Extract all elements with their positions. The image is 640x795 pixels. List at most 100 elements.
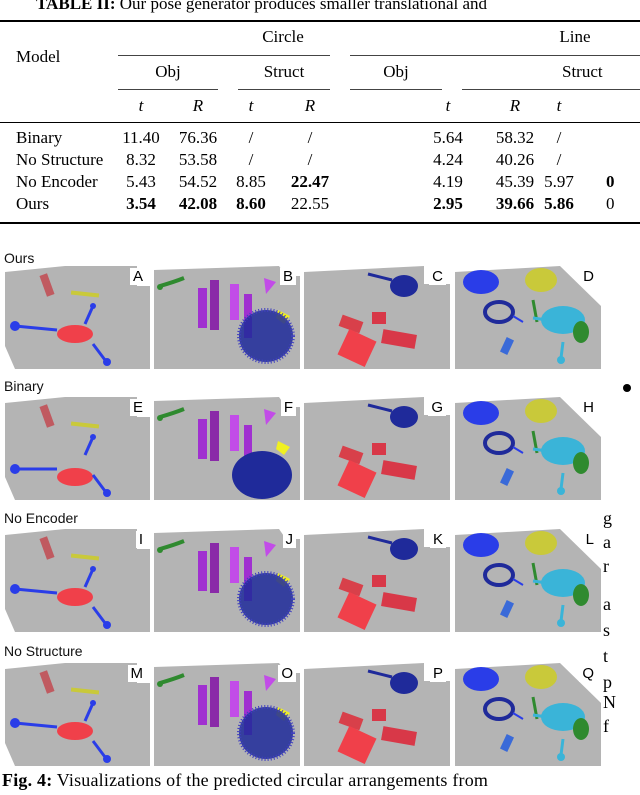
table-cell: 5.97 xyxy=(544,172,574,191)
table-mid-rule xyxy=(0,122,640,123)
table-cell: 0 xyxy=(606,172,615,191)
side-column-fragment: g xyxy=(603,508,612,528)
line-cmidrule xyxy=(350,55,640,56)
panel-letter: G xyxy=(428,399,446,416)
figure-panel-j: J xyxy=(154,529,300,632)
table-cell: 0 xyxy=(606,194,615,213)
figure-panel-m: M xyxy=(5,663,150,766)
circle-struct-cmidrule xyxy=(238,89,330,90)
side-column-fragment: a xyxy=(603,532,611,552)
panel-letter: H xyxy=(580,399,597,416)
side-column-fragment: s xyxy=(603,620,611,640)
table-cell: / xyxy=(248,128,254,147)
table-cell: / xyxy=(307,150,313,169)
table-cell: 8.60 xyxy=(236,194,266,213)
panel-letter: E xyxy=(129,399,146,416)
table-row-model: Ours xyxy=(16,194,50,213)
line-obj-cmidrule xyxy=(350,89,442,90)
table-row-model: No Structure xyxy=(16,150,104,169)
side-column-fragment: f xyxy=(603,716,609,736)
panel-letter: Q xyxy=(579,665,597,682)
figure-row-label: No Structure xyxy=(4,643,83,659)
table-cell: 45.39 xyxy=(495,172,535,191)
panel-letter: A xyxy=(129,268,146,285)
panel-letter: B xyxy=(279,268,296,285)
panel-letter: K xyxy=(429,531,446,548)
subgroup-line-obj: Obj xyxy=(383,62,409,81)
figure-caption-label: Fig. 4: xyxy=(2,770,53,790)
table-cell: 5.43 xyxy=(126,172,156,191)
table-cell: 53.58 xyxy=(178,150,218,169)
table-cell: 2.95 xyxy=(433,194,463,213)
table-caption-text: Our pose generator produces smaller tran… xyxy=(115,0,488,13)
figure-panel-a: A xyxy=(5,266,150,369)
table-cell: 54.52 xyxy=(178,172,218,191)
panel-letter: C xyxy=(429,268,446,285)
figure-row-label: Binary xyxy=(4,378,44,394)
table-cell: 3.54 xyxy=(126,194,156,213)
table-cell: 4.19 xyxy=(433,172,463,191)
group-header-line: Line xyxy=(559,27,591,46)
metric-header: R xyxy=(509,96,521,115)
side-column-fragment: r xyxy=(603,556,609,576)
side-column-fragment: t xyxy=(603,646,609,666)
figure-panel-c: C xyxy=(304,266,450,369)
table-cell: 76.36 xyxy=(178,128,218,147)
figure-panel-b: B xyxy=(154,266,300,369)
subgroup-line-struct: Struct xyxy=(562,62,603,81)
subgroup-circle-struct: Struct xyxy=(263,62,305,81)
table-cell: / xyxy=(556,128,562,147)
table-cell: 8.85 xyxy=(236,172,266,191)
bullet-point xyxy=(623,384,631,392)
panel-letter: O xyxy=(278,665,296,682)
figure-panel-p: P xyxy=(304,663,450,766)
figure-panel-d: D xyxy=(455,266,601,369)
metric-header: t xyxy=(445,96,451,115)
table-cell: 40.26 xyxy=(495,150,535,169)
figure-panel-f: F xyxy=(154,397,300,500)
metric-header: R xyxy=(304,96,316,115)
panel-letter: J xyxy=(282,531,296,548)
model-header: Model xyxy=(16,47,61,66)
panel-letter: F xyxy=(280,399,296,416)
panel-letter: I xyxy=(135,531,146,548)
table-cell: 22.55 xyxy=(290,194,330,213)
table-row-model: No Encoder xyxy=(16,172,98,191)
figure-row-label: Ours xyxy=(4,250,35,266)
metric-header: t xyxy=(248,96,254,115)
group-header-circle: Circle xyxy=(262,27,304,46)
table-cell: / xyxy=(307,128,313,147)
table-top-rule xyxy=(0,20,640,22)
subgroup-circle-obj: Obj xyxy=(155,62,181,81)
table-row-model: Binary xyxy=(16,128,63,147)
figure-panel-l: L xyxy=(455,529,601,632)
panel-letter: D xyxy=(580,268,597,285)
table-cell: 4.24 xyxy=(433,150,463,169)
metric-header: t xyxy=(138,96,144,115)
panel-letter: P xyxy=(429,665,446,682)
figure-panel-o: O xyxy=(154,663,300,766)
table-caption-label: TABLE II: xyxy=(36,0,116,13)
side-column-fragment: p xyxy=(603,672,612,692)
table-cell: 5.86 xyxy=(544,194,574,213)
figure-panel-g: G xyxy=(304,397,450,500)
figure-row-label: No Encoder xyxy=(4,510,78,526)
table-cell: 42.08 xyxy=(178,194,218,213)
figure-panel-h: H xyxy=(455,397,601,500)
table-cell: 8.32 xyxy=(126,150,156,169)
side-column-fragment: N xyxy=(603,692,616,712)
circle-cmidrule xyxy=(118,55,330,56)
table-bottom-rule xyxy=(0,222,640,224)
table-caption: TABLE II: Our pose generator produces sm… xyxy=(36,0,487,14)
metric-header: t xyxy=(556,96,562,115)
table-cell: 39.66 xyxy=(495,194,535,213)
side-column-fragment: a xyxy=(603,594,611,614)
figure-caption-text: Visualizations of the predicted circular… xyxy=(52,770,489,790)
line-struct-cmidrule xyxy=(462,89,640,90)
table-cell: 5.64 xyxy=(433,128,463,147)
figure-caption: Fig. 4: Visualizations of the predicted … xyxy=(2,770,488,791)
metric-header: R xyxy=(192,96,204,115)
circle-obj-cmidrule xyxy=(118,89,218,90)
table-cell: 58.32 xyxy=(495,128,535,147)
figure-panel-i: I xyxy=(5,529,150,632)
